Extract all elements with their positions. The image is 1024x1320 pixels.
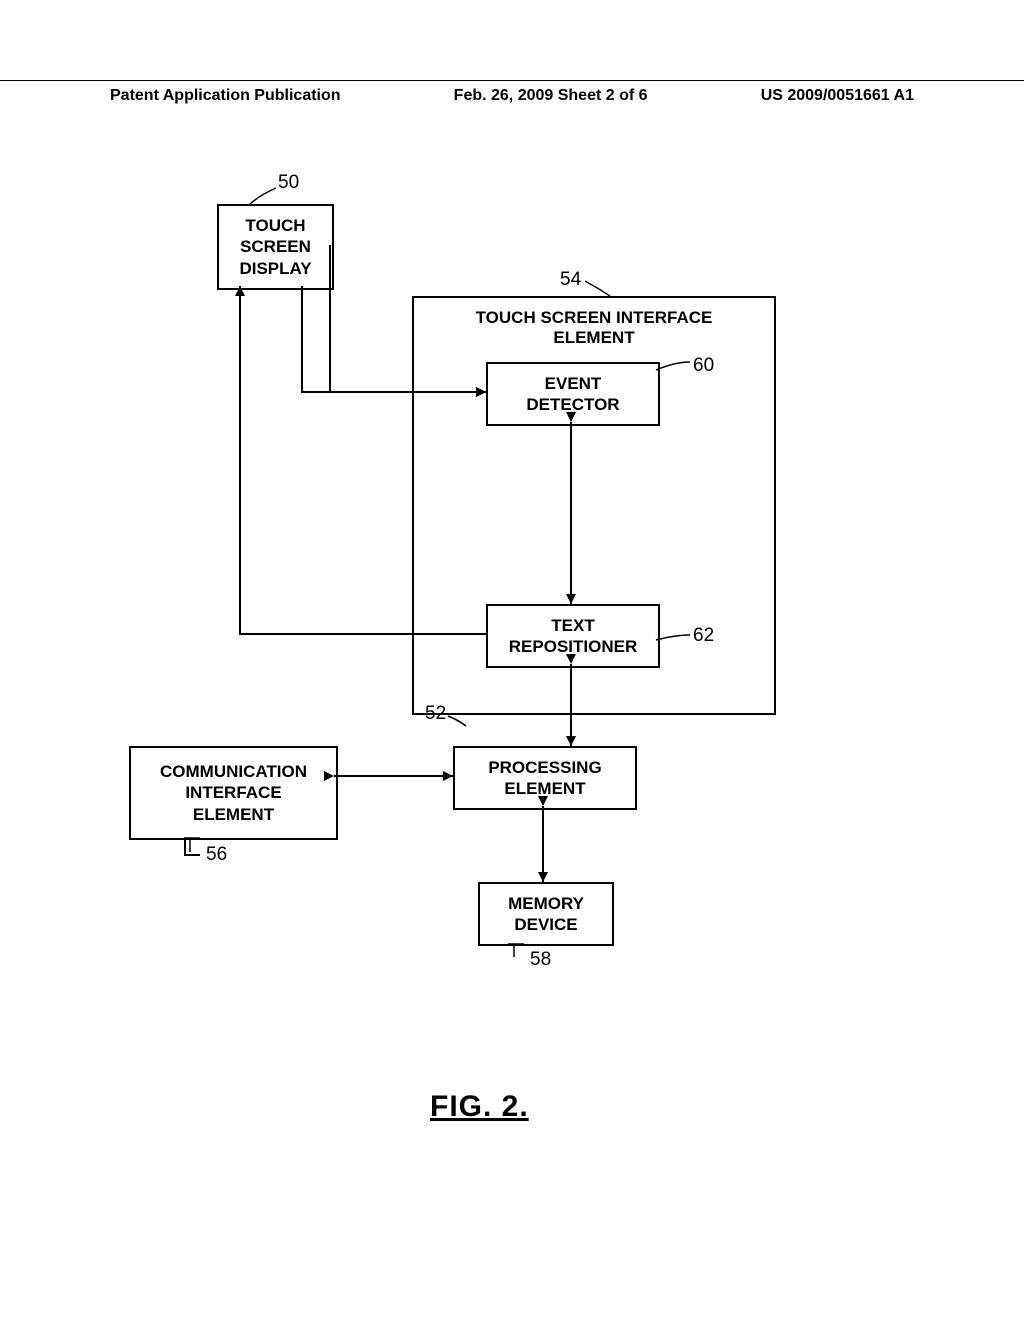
processing-element-box: PROCESSING ELEMENT (453, 746, 637, 810)
touch-screen-display-box: TOUCH SCREEN DISPLAY (217, 204, 334, 290)
text-repositioner-box: TEXT REPOSITIONER (486, 604, 660, 668)
ref-54: 54 (560, 269, 581, 291)
memory-device-box: MEMORY DEVICE (478, 882, 614, 946)
header-right: US 2009/0051661 A1 (761, 87, 914, 105)
ref-60: 60 (693, 355, 714, 377)
header-center: Feb. 26, 2009 Sheet 2 of 6 (454, 87, 648, 105)
event-detector-box: EVENT DETECTOR (486, 362, 660, 426)
ref-50: 50 (278, 172, 299, 194)
header-left: Patent Application Publication (110, 87, 341, 105)
ref-52: 52 (425, 703, 446, 725)
ref-62: 62 (693, 625, 714, 647)
ref-58: 58 (530, 949, 551, 971)
ref-56: 56 (206, 844, 227, 866)
page-header: Patent Application Publication Feb. 26, … (0, 80, 1024, 105)
communication-interface-box: COMMUNICATION INTERFACE ELEMENT (129, 746, 338, 840)
figure-label: FIG. 2. (430, 1090, 529, 1124)
touch-screen-interface-title: TOUCH SCREEN INTERFACE ELEMENT (414, 308, 774, 348)
